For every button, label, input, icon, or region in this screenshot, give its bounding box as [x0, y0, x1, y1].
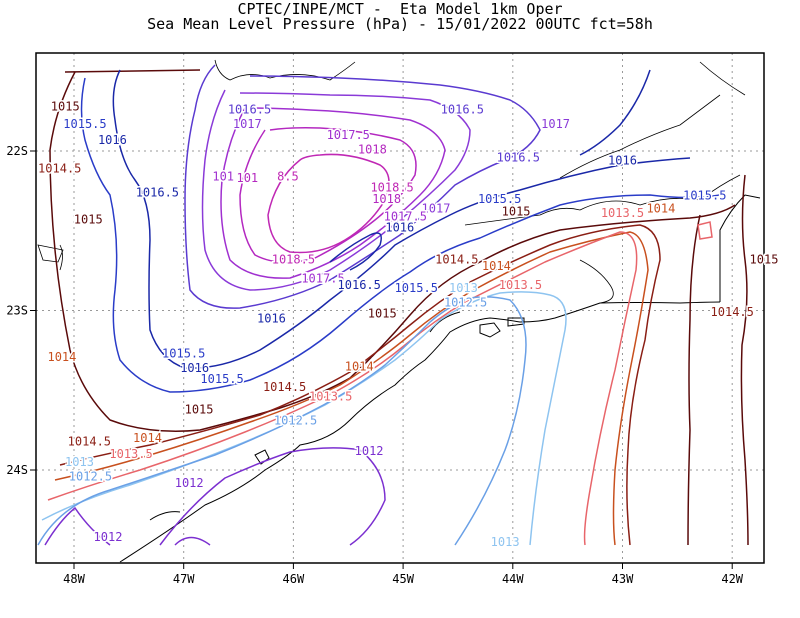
isobar-1014	[54, 231, 649, 546]
isobar-label-40: 1014	[47, 350, 76, 364]
isobar-1016-north	[579, 69, 651, 156]
map-frame	[35, 52, 765, 564]
isobar-label-1: 1015.5	[63, 117, 106, 131]
isobar-label-38: 1015	[750, 252, 779, 266]
isobar-label-20: 1016	[608, 154, 637, 168]
x-tick-label-4: 44W	[502, 572, 524, 586]
isobar-label-2: 1016	[98, 133, 127, 147]
x-tick-label-1: 47W	[173, 572, 195, 586]
isobar-label-6: 1016.5	[228, 103, 271, 117]
isobar-1015-east2	[687, 214, 701, 546]
isobar-label-11: 1017	[541, 117, 570, 131]
isobar-label-25: 1013.5	[601, 206, 644, 220]
isobar-1014-5-closed	[697, 221, 713, 240]
isobar-label-23: 1015.5	[683, 189, 726, 203]
isobar-label-0: 1015	[51, 99, 80, 113]
isobar-1012-5	[37, 296, 527, 546]
axis-ticks: 48W 47W 46W 45W 44W 43W 42W 22S 23S 24S	[6, 144, 743, 586]
isobar-label-15: 1018.5	[370, 181, 413, 195]
isobar-1018	[239, 127, 417, 264]
isobar-label-24: 1014	[646, 201, 675, 215]
y-tick-label-1: 23S	[6, 304, 28, 318]
isobar-1015-east	[740, 174, 749, 546]
isobar-label-35: 1012.5	[444, 296, 487, 310]
isobar-label-56: 1012	[94, 530, 123, 544]
chart-title: CPTEC/INPE/MCT - Eta Model 1km Oper Sea …	[0, 2, 800, 32]
x-tick-label-6: 42W	[721, 572, 743, 586]
isobar-label-14: 8.5	[277, 170, 299, 184]
isobar-label-43: 1015.5	[200, 372, 243, 386]
isobar-label-12: 101	[212, 170, 234, 184]
isobar-label-46: 1013.5	[309, 390, 352, 404]
isobar-label-27: 1018.5	[272, 252, 315, 266]
isobar-label-55: 1012	[355, 444, 384, 458]
y-tick-label-2: 24S	[6, 463, 28, 477]
isobar-label-39: 1014.5	[711, 305, 754, 319]
isobar-label-41: 1015.5	[162, 347, 205, 361]
isobar-label-33: 1013.5	[499, 278, 542, 292]
isobar-1015-5-west	[80, 77, 721, 393]
isobar-label-32: 1014	[482, 259, 511, 273]
isobar-label-44: 1014	[345, 359, 374, 373]
isobar-label-51: 1013.5	[109, 447, 152, 461]
x-tick-label-5: 43W	[612, 572, 634, 586]
isobar-label-8: 1017.5	[327, 128, 370, 142]
isobar-label-57: 1013	[491, 535, 520, 549]
x-tick-label-3: 45W	[392, 572, 414, 586]
isobar-label-21: 1015.5	[478, 192, 521, 206]
isobar-label-49: 1014.5	[68, 434, 111, 448]
isobar-labels: 10151015.510161014.51016.510151016.51017…	[37, 98, 780, 550]
x-tick-label-0: 48W	[63, 572, 85, 586]
isobar-1016-west	[112, 69, 691, 369]
isobar-label-7: 1017	[233, 117, 262, 131]
isobar-1012-south	[44, 506, 111, 546]
isobar-label-50: 1014	[133, 431, 162, 445]
isobar-label-34: 1013	[449, 281, 478, 295]
isobar-label-9: 1018	[358, 142, 387, 156]
isobar-label-5: 1015	[74, 213, 103, 227]
isobar-label-48: 1012.5	[274, 414, 317, 428]
isobar-label-52: 1013	[65, 455, 94, 469]
isobar-1013-5	[47, 231, 638, 546]
isobar-label-26: 1016	[385, 221, 414, 235]
isobar-1017-5	[220, 107, 446, 279]
isobar-label-54: 1012	[175, 476, 204, 490]
isobar-label-10: 1016.5	[441, 103, 484, 117]
isobar-label-13: 101	[236, 171, 258, 185]
isobar-label-22: 1015	[502, 205, 531, 219]
isobar-label-47: 1015	[185, 402, 214, 416]
isobar-label-16: 1018	[372, 192, 401, 206]
isobar-label-36: 1016	[257, 311, 286, 325]
isobar-label-37: 1015	[368, 307, 397, 321]
isobar-label-3: 1014.5	[38, 162, 81, 176]
isobar-1012-coast	[159, 447, 386, 546]
isobar-label-29: 1016.5	[338, 278, 381, 292]
title-line-1: CPTEC/INPE/MCT - Eta Model 1km Oper	[237, 0, 563, 18]
isobar-label-42: 1016	[180, 361, 209, 375]
isobar-label-53: 1012.5	[69, 469, 112, 483]
isobars	[37, 64, 749, 546]
y-tick-label-0: 22S	[6, 144, 28, 158]
isobar-label-18: 1017.5	[384, 209, 427, 223]
isobar-1015-north	[64, 69, 201, 73]
isobar-1012-blob	[174, 536, 211, 546]
isobar-1015-west	[49, 71, 736, 432]
isobar-label-17: 1017	[422, 201, 451, 215]
isobar-label-31: 1014.5	[435, 252, 478, 266]
isobar-label-4: 1016.5	[136, 185, 179, 199]
isobar-1016-5	[184, 64, 541, 309]
isobar-label-45: 1014.5	[263, 380, 306, 394]
title-line-2: Sea Mean Level Pressure (hPa) - 15/01/20…	[147, 15, 653, 33]
isobar-1014-5	[59, 224, 661, 546]
isobar-1018-5	[267, 153, 390, 254]
isobar-1017	[201, 89, 471, 291]
isobar-1016-low	[329, 232, 382, 271]
isobar-label-30: 1015.5	[395, 281, 438, 295]
x-tick-label-2: 46W	[283, 572, 305, 586]
lat-lon-grid	[36, 53, 764, 563]
isobar-label-28: 1017.5	[301, 272, 344, 286]
isobar-label-19: 1016.5	[497, 150, 540, 164]
